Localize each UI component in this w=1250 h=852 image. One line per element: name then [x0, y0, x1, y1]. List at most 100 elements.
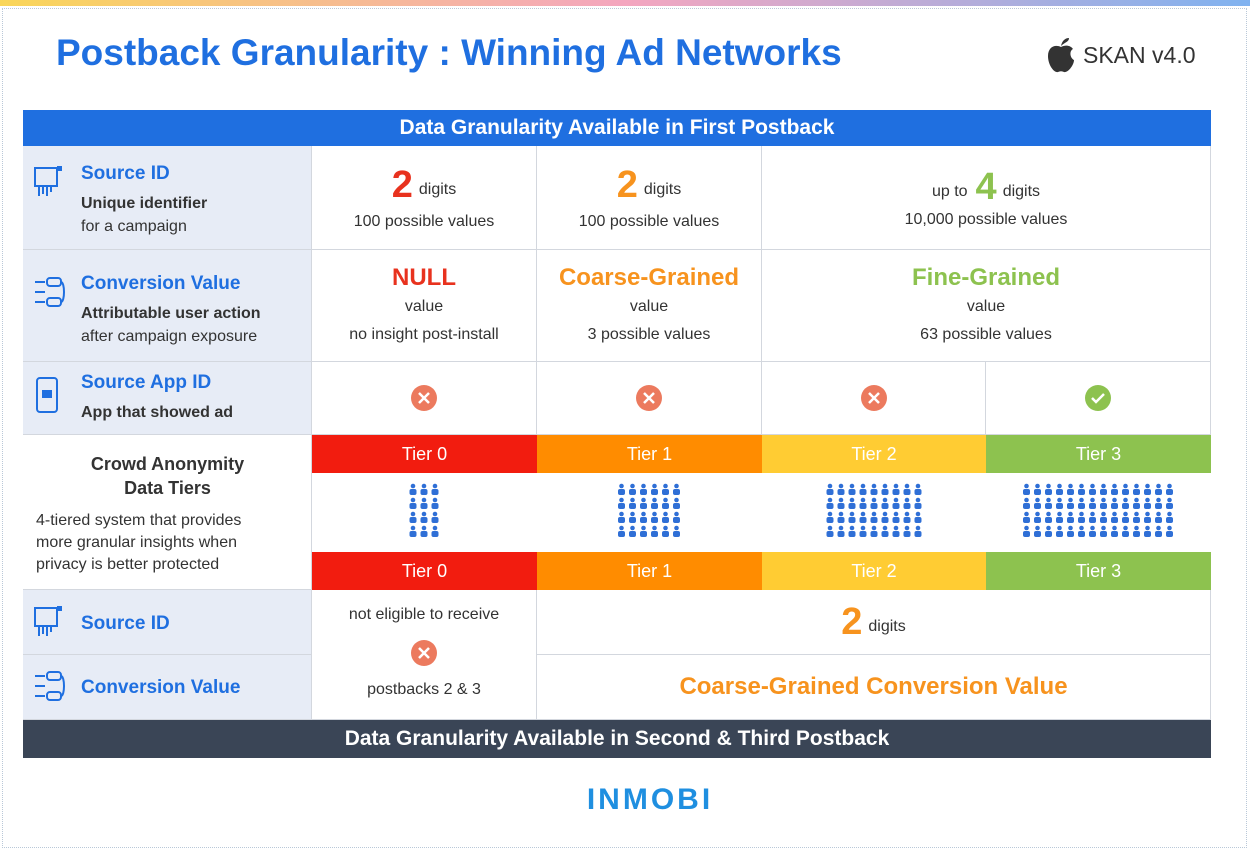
person-figure [1023, 483, 1030, 495]
person-figure [1089, 497, 1096, 509]
person-figure [859, 525, 867, 537]
frame [2, 8, 1247, 848]
person-figure [892, 497, 900, 509]
person-figure [673, 497, 680, 509]
cell: 2 digits 100 possible values [312, 146, 537, 250]
person-figure [1067, 497, 1074, 509]
person-figure [826, 525, 834, 537]
person-figure [1122, 511, 1129, 523]
footer-logo: INMOBI [586, 783, 714, 816]
person-figure [420, 497, 428, 509]
person-figure [673, 525, 680, 537]
digit-number: 2 [391, 164, 413, 206]
person-figure [848, 511, 856, 523]
digits: 2 digits [617, 164, 682, 207]
cell: Fine-Grained value 63 possible values [762, 250, 1211, 362]
cell [986, 362, 1211, 435]
tier-bar: Tier 1 [537, 435, 762, 473]
person-figure [1111, 497, 1118, 509]
person-figure [1067, 483, 1074, 495]
person-figure [859, 483, 867, 495]
first-postback-banner: Data Granularity Available in First Post… [23, 110, 1211, 146]
person-figure [903, 511, 911, 523]
person-figure [618, 497, 625, 509]
person-figure [1155, 525, 1162, 537]
headline: Fine-Grained [911, 263, 1061, 291]
cross-icon [860, 385, 887, 411]
person-figure [420, 511, 428, 523]
person-figure [1100, 511, 1107, 523]
sub: value [404, 297, 444, 315]
cell: NULL value no insight post-install [312, 250, 537, 362]
person-figure [409, 525, 417, 537]
digit-prefix: up to [931, 183, 968, 200]
tiers-description-line: privacy is better protected [36, 556, 220, 573]
later-source-id-label-cell: Source ID [23, 590, 312, 655]
person-figure [903, 483, 911, 495]
person-figure [870, 497, 878, 509]
person-figure [1034, 511, 1041, 523]
person-figure [870, 525, 878, 537]
person-figure [881, 525, 889, 537]
person-figure [640, 497, 647, 509]
row-description: for a campaign [81, 218, 187, 235]
row-label: Conversion Value [81, 273, 241, 294]
tier-bar: Tier 2 [762, 552, 986, 590]
person-figure [640, 525, 647, 537]
person-figure [870, 483, 878, 495]
note: 63 possible values [920, 325, 1052, 343]
digit-unit: digits [643, 181, 682, 198]
person-figure [1089, 483, 1096, 495]
person-figure [640, 511, 647, 523]
person-figure [1144, 497, 1151, 509]
tiers-title: Crowd Anonymity Data Tiers [23, 452, 312, 500]
person-figure [1045, 497, 1052, 509]
cell [537, 362, 762, 435]
headline: Coarse-Grained [558, 263, 740, 291]
person-figure [892, 525, 900, 537]
person-figure [837, 483, 845, 495]
person-figure [431, 525, 439, 537]
person-figure [640, 483, 647, 495]
person-figure [826, 497, 834, 509]
person-figure [618, 525, 625, 537]
person-figure [651, 511, 658, 523]
person-figure [826, 511, 834, 523]
digits: 2 digits [392, 164, 457, 207]
cell [762, 362, 986, 435]
person-figure [1133, 497, 1140, 509]
top-accent [0, 0, 1250, 6]
skan-badge: SKAN v4.0 [1083, 42, 1196, 68]
person-figure [409, 497, 417, 509]
not-eligible-cell: not eligible to receive postbacks 2 & 3 [312, 590, 537, 720]
person-figure [662, 483, 669, 495]
tiers-description-line: more granular insights when [36, 534, 237, 551]
tier-bar: Tier 0 [312, 435, 537, 473]
person-figure [673, 483, 680, 495]
person-figure [409, 511, 417, 523]
row-label: Source App ID [81, 372, 212, 393]
person-figure [662, 525, 669, 537]
cell: 2 digits 100 possible values [537, 146, 762, 250]
person-figure [1155, 483, 1162, 495]
person-figure [837, 497, 845, 509]
person-figure [1133, 511, 1140, 523]
cross-icon [411, 639, 437, 666]
person-figure [1034, 483, 1041, 495]
person-figure [1111, 511, 1118, 523]
person-figure [1122, 497, 1129, 509]
person-figure [1045, 511, 1052, 523]
not-eligible-text: postbacks 2 & 3 [367, 681, 481, 698]
row-description: Attributable user action [81, 305, 261, 322]
person-figure [618, 511, 625, 523]
person-figure [1144, 511, 1151, 523]
person-figure [1034, 525, 1041, 537]
person-figure [1023, 525, 1030, 537]
person-figure [1056, 483, 1063, 495]
person-figure [431, 483, 439, 495]
digits: 2 digits [841, 601, 906, 644]
row-description: App that showed ad [81, 404, 233, 421]
person-figure [1078, 497, 1085, 509]
person-figure [848, 483, 856, 495]
source-app-label-cell: Source App ID App that showed ad [23, 362, 312, 435]
